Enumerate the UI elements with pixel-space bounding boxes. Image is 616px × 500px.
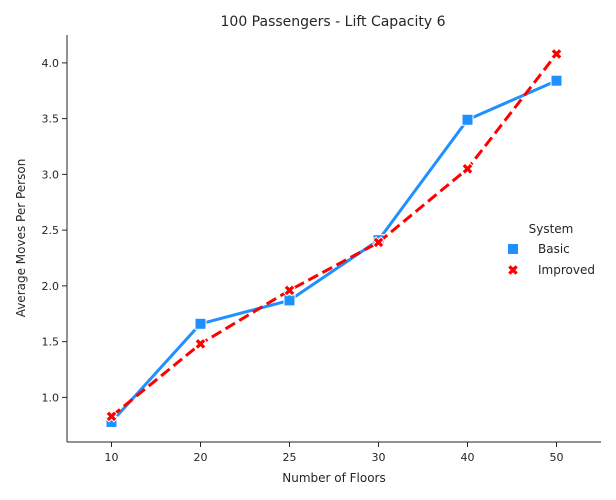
series-line <box>110 79 558 423</box>
x-tick-label: 40 <box>461 451 475 464</box>
y-ticks: 1.0 1.5 2.0 2.5 3.0 3.5 4.0 <box>42 57 67 404</box>
x-tick-label: 20 <box>194 451 208 464</box>
x-tick-label: 30 <box>372 451 386 464</box>
x-axis-label: Number of Floors <box>282 471 386 485</box>
series-line <box>110 53 558 418</box>
data-point <box>194 317 207 330</box>
y-tick-label: 1.0 <box>42 391 60 404</box>
data-point <box>372 236 385 249</box>
x-tick-label: 25 <box>283 451 297 464</box>
x-ticks: 10 20 25 30 40 50 <box>105 442 564 464</box>
y-tick-label: 2.5 <box>42 224 60 237</box>
legend-marker <box>506 263 520 277</box>
data-point <box>550 74 563 87</box>
y-tick-label: 4.0 <box>42 57 60 70</box>
series-improved <box>105 47 563 423</box>
y-axis-label: Average Moves Per Person <box>14 159 28 318</box>
y-tick-label: 3.5 <box>42 113 60 126</box>
data-point <box>461 162 474 176</box>
series-basic <box>105 74 563 428</box>
data-point <box>105 410 118 423</box>
y-tick-label: 2.0 <box>42 280 60 293</box>
legend-label: Improved <box>538 263 595 277</box>
x-tick-label: 50 <box>550 451 564 464</box>
plot-area <box>105 47 563 428</box>
legend-title: System <box>529 222 574 236</box>
x-tick-label: 10 <box>105 451 119 464</box>
data-point <box>283 294 296 307</box>
data-point <box>283 284 296 297</box>
chart-title: 100 Passengers - Lift Capacity 6 <box>221 14 446 30</box>
data-point <box>194 337 207 351</box>
data-point <box>461 113 474 126</box>
data-point <box>550 47 563 61</box>
y-tick-label: 3.0 <box>42 168 60 181</box>
legend-label: Basic <box>538 242 570 256</box>
legend: System Basic Improved <box>506 222 595 277</box>
legend-marker <box>507 243 519 255</box>
y-tick-label: 1.5 <box>42 336 60 349</box>
